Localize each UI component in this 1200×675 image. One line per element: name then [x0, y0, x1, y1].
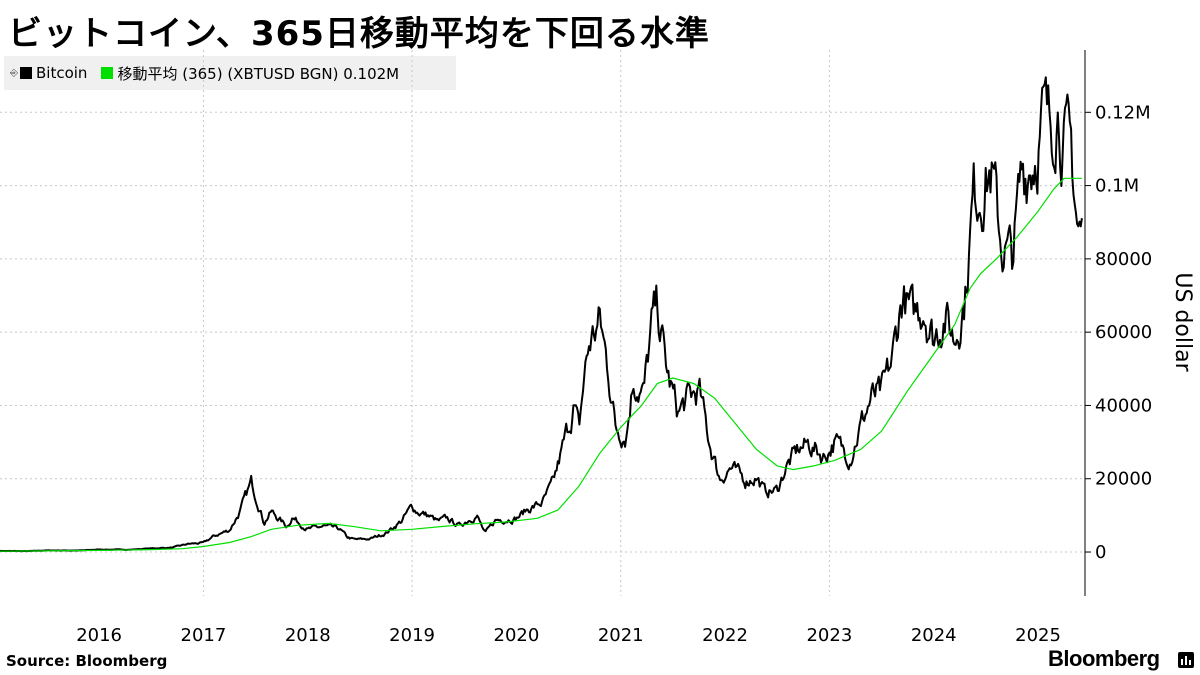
x-axis: 2016 2017 2018 2019 2020 2021 2022 2023 2024 2025	[76, 625, 1061, 646]
y-axis-title: US dollar	[1170, 272, 1195, 372]
legend: ⎆ Bitcoin 移動平均 (365) (XBTUSD BGN) 0.102M	[4, 56, 456, 90]
legend-label-bitcoin: Bitcoin	[36, 64, 88, 82]
x-tick-label: 2020	[494, 625, 540, 646]
bloomberg-chart-icon	[1178, 652, 1194, 668]
pin-icon: ⎆	[10, 67, 18, 79]
legend-item-moving-average: 移動平均 (365) (XBTUSD BGN) 0.102M	[101, 63, 399, 84]
y-tick-label: 20000	[1095, 469, 1152, 490]
y-tick-label: 0.12M	[1095, 102, 1151, 123]
legend-item-bitcoin: ⎆ Bitcoin	[10, 64, 87, 82]
y-tick-label: 60000	[1095, 322, 1152, 343]
x-tick-label: 2017	[181, 625, 227, 646]
y-axis: 0 20000 40000 60000 80000 0.1M 0.12M	[1084, 50, 1152, 596]
y-tick-label: 40000	[1095, 395, 1152, 416]
y-tick-label: 0	[1095, 542, 1106, 563]
y-tick-label: 0.1M	[1095, 176, 1139, 197]
series-line-moving-average	[0, 177, 1082, 552]
x-tick-label: 2019	[389, 625, 435, 646]
series-layer	[0, 76, 1083, 553]
chart-title: ビットコイン、365日移動平均を下回る水準	[8, 14, 710, 54]
x-tick-label: 2023	[806, 625, 852, 646]
legend-swatch-bitcoin	[20, 67, 32, 79]
x-tick-label: 2021	[598, 625, 644, 646]
bloomberg-logo: Bloomberg	[1048, 646, 1160, 671]
y-tick-label: 80000	[1095, 249, 1152, 270]
source-note: Source: Bloomberg	[6, 652, 168, 670]
x-tick-label: 2024	[911, 625, 957, 646]
x-tick-label: 2022	[702, 625, 748, 646]
x-tick-label: 2018	[285, 625, 331, 646]
x-tick-label: 2016	[76, 625, 122, 646]
x-tick-label: 2025	[1015, 625, 1061, 646]
legend-swatch-moving-average	[101, 67, 114, 79]
series-line-bitcoin	[0, 76, 1083, 553]
legend-label-moving-average: 移動平均 (365) (XBTUSD BGN) 0.102M	[117, 64, 400, 83]
